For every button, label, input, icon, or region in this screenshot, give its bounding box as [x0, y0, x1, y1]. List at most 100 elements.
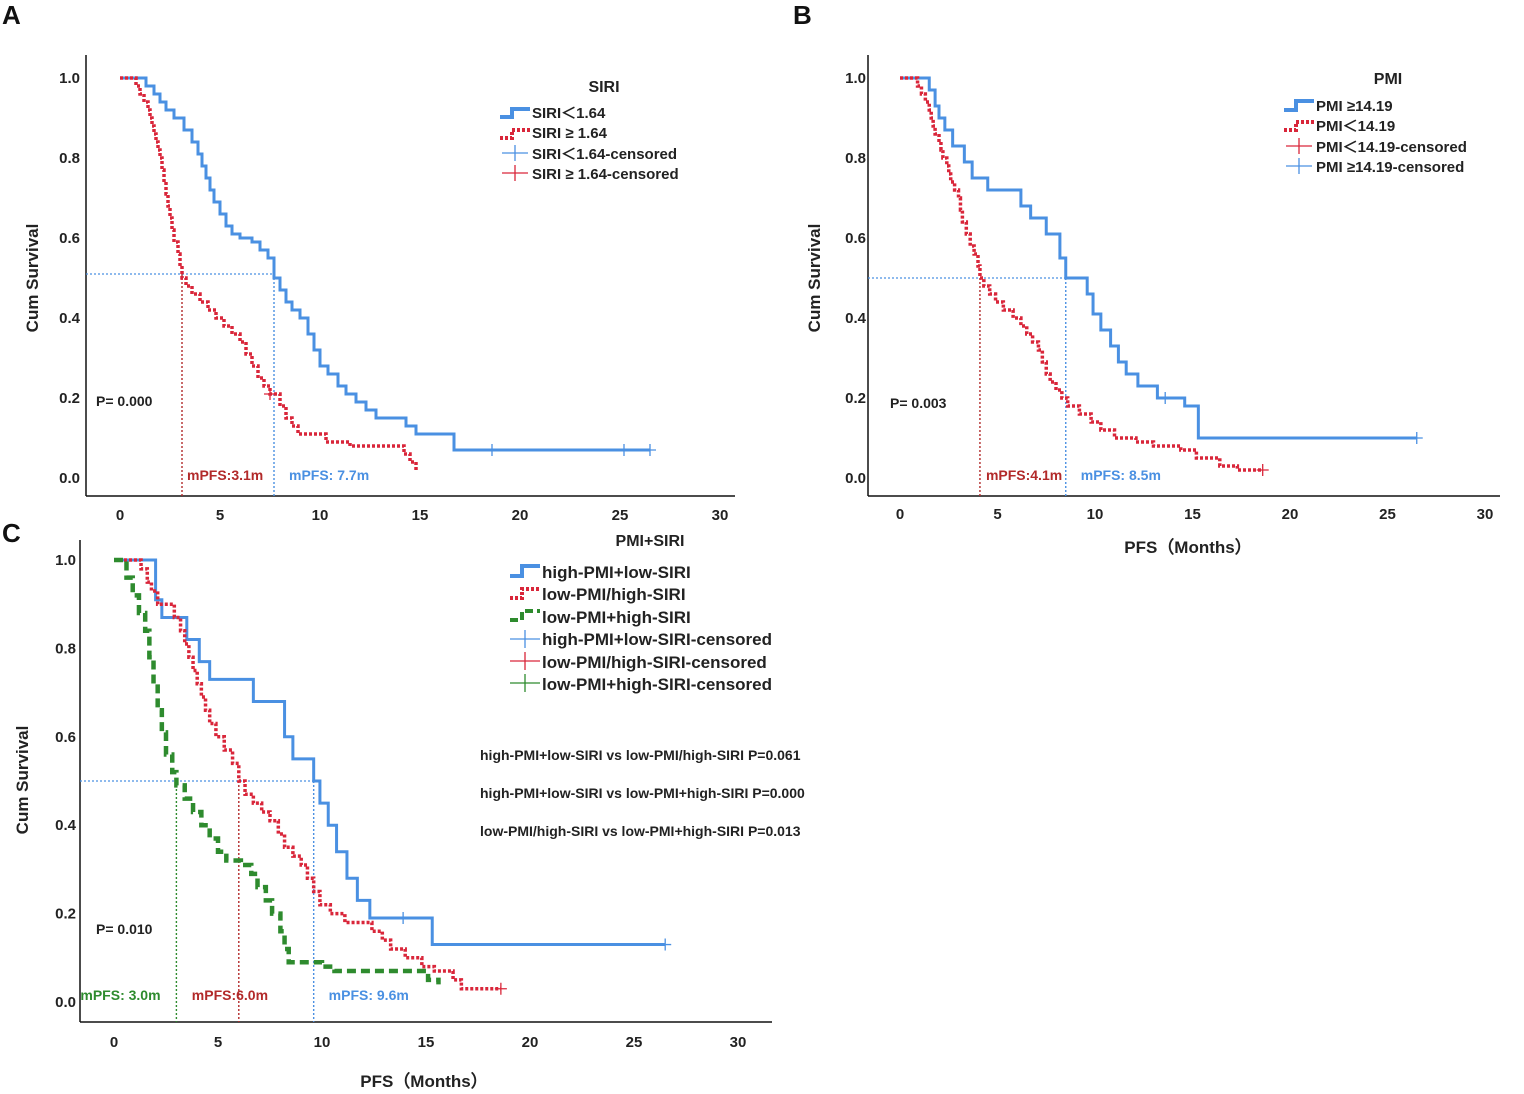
panel-a-legend-entry-3: SIRI ≥ 1.64-censored	[532, 166, 679, 183]
panel-a-legend-swatch-3	[502, 165, 528, 181]
panel-c-legend-entry-5: low-PMI+high-SIRI-censored	[542, 675, 772, 694]
panel-c-x-tick-label: 30	[730, 1034, 747, 1051]
panel-a-x-tick-label: 10	[312, 507, 329, 524]
panel-a-legend: SIRI SIRI＜1.64 SIRI ≥ 1.64 SIRI＜1.64-cen…	[500, 79, 679, 183]
panel-b-y-tick-label: 1.0	[845, 70, 866, 87]
panel-a-legend-swatch-0	[500, 107, 530, 119]
panel-a-x-tick-label: 30	[712, 507, 729, 524]
panel-c-legend-swatch-0	[510, 564, 540, 578]
panel-a-y-tick-label: 0.2	[59, 390, 80, 407]
panel-c-comparison-2: low-PMI/high-SIRI vs low-PMI+high-SIRI P…	[480, 823, 801, 839]
panel-a-median-label-0: mPFS:3.1m	[187, 467, 263, 483]
panel-b-series-0-censor-mark	[1410, 432, 1423, 444]
panel-c-legend-swatch-5	[510, 674, 540, 692]
panel-a-legend-swatch-2	[502, 145, 528, 161]
panel-a-y-tick-label: 1.0	[59, 70, 80, 87]
panel-c-x-tick-label: 0	[110, 1034, 118, 1051]
panel-c-series-0-censor-mark	[397, 912, 410, 925]
panel-b-series-0-curve	[900, 76, 1417, 440]
panel-c-legend-swatch-3	[510, 630, 540, 648]
panel-b-y-tick-label: 0.4	[845, 310, 867, 327]
panel-c: C Cum Survival PFS（Months） PMI+SIRI high…	[2, 518, 805, 1091]
panel-a-y-tick-label: 0.0	[59, 470, 80, 487]
panel-b-legend-swatch-3	[1286, 158, 1312, 174]
panel-b-y-tick-label: 0.0	[845, 470, 866, 487]
panel-c-series-0-censor-mark	[659, 938, 672, 951]
panel-b-x-tick-label: 25	[1379, 506, 1396, 523]
panel-c-y-tick-label: 1.0	[55, 552, 76, 569]
panel-c-y-tick-label: 0.0	[55, 994, 76, 1011]
panel-b-median-label-1: mPFS: 8.5m	[1081, 467, 1161, 483]
panel-c-x-tick-label: 10	[314, 1034, 331, 1051]
panel-b-x-tick-label: 10	[1087, 506, 1104, 523]
panel-c-legend-title: PMI+SIRI	[616, 533, 685, 550]
panel-b-series-1-curve	[900, 76, 1263, 472]
panel-a-series-1-curve	[120, 76, 418, 470]
panel-a-series-1-censor-mark	[264, 388, 276, 400]
panel-b-ylabel: Cum Survival	[805, 224, 824, 333]
panel-c-series-1-censor-mark	[494, 982, 507, 995]
panel-b-legend-entry-3: PMI ≥14.19-censored	[1316, 159, 1464, 176]
panel-a-x-tick-label: 15	[412, 507, 429, 524]
panel-a-x-tick-label: 25	[612, 507, 629, 524]
panel-b-plot: 0 5 10 15 20 25 30 0.0 0.2 0.4 0.6 0.8 1.0 mPFS:4.1m m…	[845, 55, 1500, 523]
panel-c-legend-entry-3: high-PMI+low-SIRI-censored	[542, 630, 772, 649]
panel-c-pvalue: P= 0.010	[96, 921, 153, 937]
panel-c-median-label-2: mPFS: 9.6m	[329, 987, 409, 1003]
panel-c-x-tick-label: 20	[522, 1034, 539, 1051]
panel-b-legend-entry-2: PMI＜14.19-censored	[1316, 139, 1467, 156]
panel-c-y-tick-label: 0.4	[55, 817, 77, 834]
panel-b-legend-swatch-1	[1284, 120, 1314, 132]
panel-b: B Cum Survival PFS（Months） PMI PMI ≥14.1…	[793, 0, 1467, 557]
panel-b-y-tick-label: 0.2	[845, 390, 866, 407]
panel-b-legend-swatch-0	[1284, 99, 1314, 112]
panel-c-legend-entry-1: low-PMI/high-SIRI	[542, 585, 686, 604]
panel-b-x-tick-label: 30	[1477, 506, 1494, 523]
panel-b-x-tick-label: 15	[1184, 506, 1201, 523]
panel-a-legend-entry-2: SIRI＜1.64-censored	[532, 146, 677, 163]
panel-a-legend-title: SIRI	[588, 79, 619, 96]
panel-b-x-tick-label: 0	[896, 506, 904, 523]
panel-c-legend-entry-0: high-PMI+low-SIRI	[542, 563, 691, 582]
panel-a-median-label-1: mPFS: 7.7m	[289, 467, 369, 483]
panel-c-series-2-curve	[114, 557, 441, 985]
panel-b-x-tick-label: 20	[1282, 506, 1299, 523]
panel-b-legend: PMI PMI ≥14.19 PMI＜14.19 PMI＜14.19-censo…	[1284, 71, 1467, 176]
panel-c-plot: 0 5 10 15 20 25 30 0.0 0.2 0.4 0.6 0.8 1.0 mPFS: 3.0m…	[55, 540, 772, 1051]
panel-b-xlabel: PFS（Months）	[1124, 537, 1252, 557]
panel-c-ylabel: Cum Survival	[13, 726, 32, 835]
panel-c-legend: PMI+SIRI high-PMI+low-SIRI low-PMI/high-…	[510, 533, 772, 694]
panel-b-median-label-0: mPFS:4.1m	[986, 467, 1062, 483]
panel-c-y-tick-label: 0.8	[55, 640, 76, 657]
panel-c-x-tick-label: 25	[626, 1034, 643, 1051]
panel-a-x-tick-label: 0	[116, 507, 124, 524]
panel-a-ylabel: Cum Survival	[23, 224, 42, 333]
panel-c-y-tick-label: 0.6	[55, 729, 76, 746]
panel-c-comparison-1: high-PMI+low-SIRI vs low-PMI+high-SIRI P…	[480, 785, 805, 801]
panel-b-y-tick-label: 0.8	[845, 150, 866, 167]
panel-label-a: A	[2, 0, 21, 30]
panel-label-b: B	[793, 0, 812, 30]
panel-a-legend-entry-0: SIRI＜1.64	[532, 105, 606, 122]
panel-b-series-1-censor-mark	[1256, 464, 1269, 476]
panel-c-series-0-curve	[114, 558, 666, 947]
panel-a-y-tick-label: 0.6	[59, 230, 80, 247]
panel-a-pvalue: P= 0.000	[96, 393, 153, 409]
panel-a-y-tick-label: 0.4	[59, 310, 81, 327]
panel-a: A Cum Survival SIRI SIRI＜1.64 SIRI ≥ 1.6…	[2, 0, 679, 409]
panel-b-legend-swatch-2	[1286, 138, 1312, 154]
panel-b-series-0-censor-mark	[1159, 392, 1172, 404]
panel-c-x-tick-label: 15	[418, 1034, 435, 1051]
panel-c-x-tick-label: 5	[214, 1034, 222, 1051]
panel-c-legend-swatch-1	[510, 587, 540, 600]
panel-a-series-0-curve	[120, 76, 650, 452]
panel-c-median-label-1: mPFS:6.0m	[192, 987, 268, 1003]
panel-b-legend-entry-1: PMI＜14.19	[1316, 118, 1395, 135]
panel-b-legend-title: PMI	[1374, 71, 1402, 88]
panel-c-legend-swatch-4	[510, 652, 540, 670]
panel-b-y-tick-label: 0.6	[845, 230, 866, 247]
panel-b-pvalue: P= 0.003	[890, 395, 947, 411]
panel-c-median-label-0: mPFS: 3.0m	[80, 987, 160, 1003]
panel-b-x-tick-label: 5	[993, 506, 1001, 523]
panel-b-legend-entry-0: PMI ≥14.19	[1316, 98, 1393, 115]
